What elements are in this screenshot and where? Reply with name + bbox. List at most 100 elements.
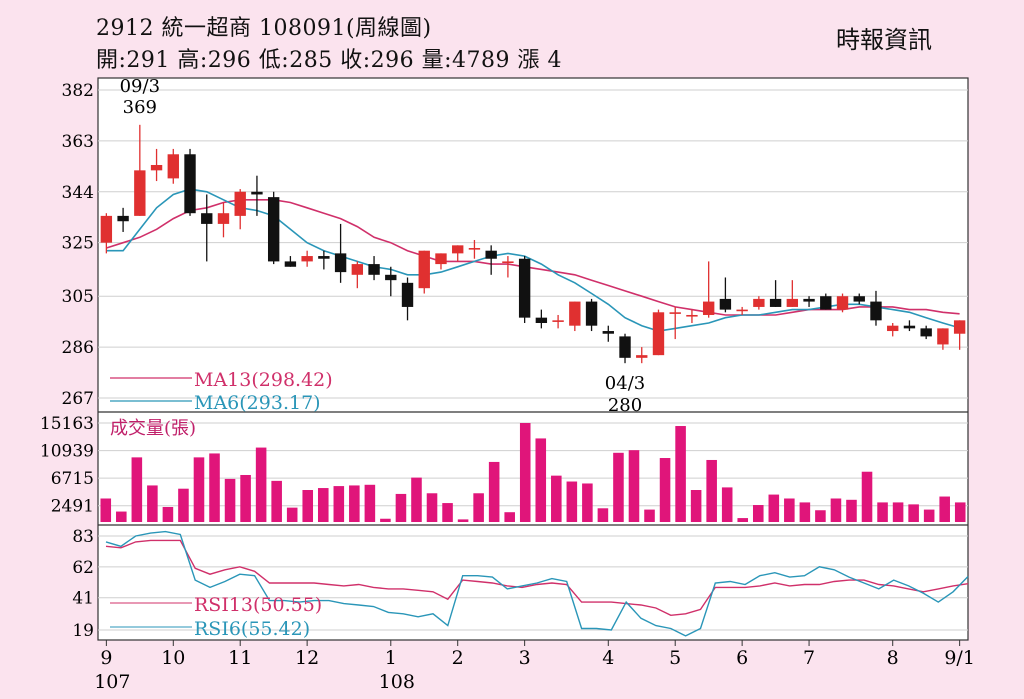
candle-body: [167, 154, 179, 179]
x-month-label: 8: [887, 647, 899, 669]
candle-body: [870, 301, 882, 321]
candle-body: [301, 256, 313, 262]
candle-body: [217, 213, 230, 224]
candle-body: [334, 253, 347, 273]
candle-body: [535, 317, 548, 324]
price-tick-label: 325: [62, 234, 94, 254]
volume-tick-label: 2491: [51, 497, 94, 517]
plot-area: [97, 77, 969, 641]
price-tick-label: 286: [62, 338, 94, 358]
candle-body: [736, 309, 748, 312]
rsi-tick-label: 41: [72, 589, 94, 609]
volume-bar: [535, 438, 547, 522]
candle-body: [686, 314, 698, 317]
volume-title: 成交量(張): [110, 418, 196, 439]
low-value-label: 280: [608, 395, 642, 416]
source-label: 時報資訊: [836, 26, 932, 54]
volume-bar: [271, 480, 282, 522]
volume-bar: [659, 458, 671, 522]
volume-tick-label: 15163: [40, 414, 94, 434]
volume-bar: [224, 478, 236, 522]
candle-body: [502, 261, 514, 264]
candle-body: [569, 301, 581, 326]
price-tick-label: 344: [62, 183, 94, 203]
volume-bar: [908, 504, 919, 522]
candle-body: [150, 164, 163, 171]
candle-body: [518, 258, 531, 318]
volume-bar: [457, 519, 469, 522]
x-month-label: 11: [228, 647, 252, 669]
rsi13-legend-label: RSI13(50.55): [194, 594, 322, 616]
candle-body: [418, 250, 430, 289]
candle-body: [267, 197, 280, 262]
volume-bar: [582, 483, 593, 522]
rsi-line: [105, 539, 969, 617]
rsi-tick-label: 19: [72, 621, 94, 641]
volume-tick-label: 10939: [40, 442, 94, 462]
x-month-label: 6: [736, 647, 748, 669]
volume-tick-label: 6715: [51, 469, 94, 489]
volume-bar: [100, 498, 112, 522]
candle-body: [619, 336, 631, 358]
price-tick-label: 305: [62, 287, 94, 307]
volume-bar: [131, 457, 143, 522]
volume-bar: [488, 461, 500, 522]
volume-bar: [566, 481, 578, 522]
volume-bar: [209, 453, 220, 522]
candle-body: [702, 301, 715, 315]
volume-bar: [519, 423, 531, 522]
candle-body: [753, 298, 765, 307]
volume-bar: [349, 485, 360, 522]
candle-body: [920, 328, 932, 337]
volume-bar: [768, 494, 780, 522]
volume-bar: [644, 509, 655, 522]
candle-body: [903, 325, 916, 329]
volume-bar: [939, 496, 950, 522]
volume-bar: [193, 457, 205, 522]
volume-bar: [380, 518, 391, 522]
volume-bar: [923, 509, 935, 522]
candle-body: [820, 296, 832, 310]
candle-body: [652, 312, 665, 356]
volume-bar: [628, 450, 640, 522]
volume-bar: [675, 426, 686, 522]
candle-body: [351, 264, 364, 275]
candle-body: [719, 298, 732, 310]
volume-bar: [551, 475, 562, 522]
candle-body: [636, 355, 648, 358]
volume-bar: [240, 474, 251, 522]
volume-bar: [861, 471, 873, 522]
volume-bar: [830, 498, 842, 522]
volume-bar: [504, 512, 515, 522]
candle-body: [401, 282, 414, 307]
rsi-tick-label: 83: [72, 527, 94, 547]
candle-body: [585, 301, 598, 326]
volume-bar: [784, 498, 795, 522]
ohlc-summary: 開:291 高:296 低:285 收:296 量:4789 漲 4: [96, 48, 562, 73]
x-month-label: 12: [295, 647, 319, 669]
candle-body: [117, 215, 129, 222]
volume-bar: [364, 484, 376, 522]
volume-bar: [954, 502, 966, 522]
chart-title: 2912 統一超商 108091(周線圖): [96, 16, 432, 41]
ma6-legend-label: MA6(293.17): [194, 392, 321, 414]
x-month-label: 3: [519, 647, 531, 669]
volume-bar: [597, 508, 609, 522]
volume-bar: [877, 502, 888, 522]
candle-body: [552, 320, 564, 322]
x-month-label: 1: [385, 647, 397, 669]
volume-bar: [333, 486, 345, 522]
candle-body: [368, 264, 380, 275]
x-month-label: 7: [803, 647, 815, 669]
candle-body: [786, 298, 799, 307]
candle-body: [452, 245, 464, 254]
candle-body: [769, 298, 782, 307]
x-month-label: 2: [452, 647, 464, 669]
candle-body: [201, 213, 213, 224]
candle-body: [234, 191, 246, 216]
candle-body: [318, 256, 330, 259]
candle-body: [251, 191, 263, 195]
candle-body: [184, 154, 196, 214]
candle-body: [937, 328, 949, 345]
